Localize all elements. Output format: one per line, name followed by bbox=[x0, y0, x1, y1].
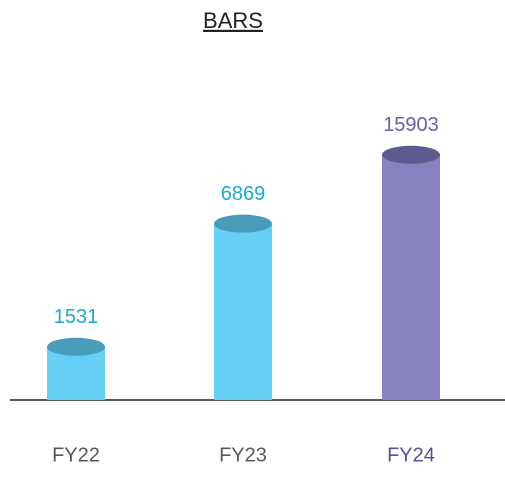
x-tick-label: FY22 bbox=[52, 444, 100, 466]
x-tick-label: FY23 bbox=[219, 444, 267, 466]
bar bbox=[214, 223, 272, 400]
bar-top bbox=[47, 337, 105, 356]
value-label: 1531 bbox=[54, 306, 99, 328]
value-label: 6869 bbox=[221, 183, 266, 205]
x-tick-label: FY24 bbox=[387, 444, 435, 466]
chart-title: BARS bbox=[203, 8, 263, 33]
bar bbox=[382, 154, 440, 400]
bar-top bbox=[214, 214, 272, 233]
bar-top bbox=[382, 145, 440, 164]
value-label: 15903 bbox=[383, 114, 439, 136]
